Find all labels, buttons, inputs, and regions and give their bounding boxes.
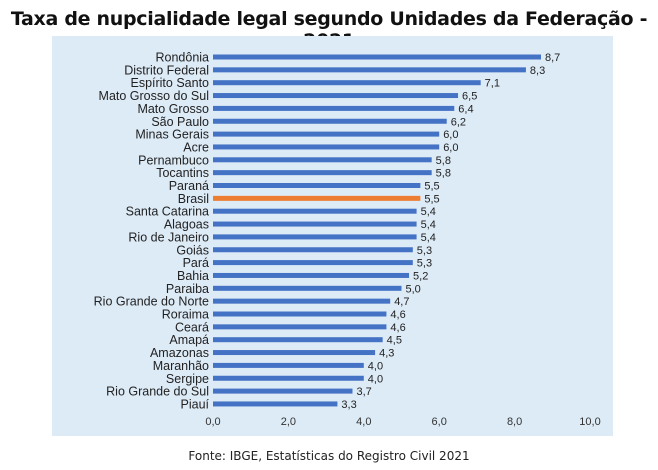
category-label: Distrito Federal bbox=[124, 63, 209, 77]
value-label: 6,4 bbox=[458, 103, 473, 115]
bar-goias bbox=[213, 247, 413, 253]
value-label: 8,7 bbox=[545, 52, 560, 64]
bar-roraima bbox=[213, 311, 387, 317]
bar-bahia bbox=[213, 272, 410, 278]
category-label: Espírito Santo bbox=[130, 76, 209, 90]
value-label: 5,0 bbox=[406, 283, 421, 295]
category-label: Tocantins bbox=[156, 166, 209, 180]
bar-parana bbox=[213, 183, 421, 188]
bar-pernambuco bbox=[213, 157, 432, 163]
category-label: Sergipe bbox=[166, 372, 209, 386]
value-label: 5,4 bbox=[421, 206, 436, 218]
category-label: Paraiba bbox=[166, 282, 209, 296]
bar-para bbox=[213, 260, 413, 266]
bar-acre bbox=[213, 144, 440, 150]
bar-sao-paulo bbox=[213, 118, 447, 124]
category-label: Amapá bbox=[169, 333, 209, 347]
bar-alagoas bbox=[213, 221, 417, 227]
x-axis-ticks: 0,0 2,0 4,0 6,0 8,0 10,0 bbox=[205, 416, 600, 428]
bar-rio-grande-do-norte bbox=[213, 298, 391, 304]
value-label: 4,0 bbox=[368, 373, 383, 385]
value-label: 4,7 bbox=[394, 296, 409, 308]
category-label: Pernambuco bbox=[138, 153, 209, 167]
bar-maranhao bbox=[213, 362, 364, 368]
bar-santa-catarina bbox=[213, 208, 417, 214]
bar-tocantins bbox=[213, 170, 432, 176]
bar-minas-gerais bbox=[213, 131, 440, 137]
bar-distrito-federal bbox=[213, 67, 526, 73]
source-note: Fonte: IBGE, Estatísticas do Registro Ci… bbox=[188, 449, 470, 463]
value-label: 5,8 bbox=[436, 168, 451, 180]
value-label: 5,2 bbox=[413, 270, 428, 282]
x-tick-label: 10,0 bbox=[579, 416, 600, 428]
value-labels: 8,78,37,16,56,46,26,06,05,85,85,55,55,45… bbox=[341, 52, 560, 411]
value-label: 5,3 bbox=[417, 245, 432, 257]
bar-piaui bbox=[213, 401, 338, 407]
value-label: 4,0 bbox=[368, 360, 383, 372]
value-label: 6,0 bbox=[443, 142, 458, 154]
category-label: Rio Grande do Sul bbox=[106, 385, 209, 399]
bar-ceara bbox=[213, 324, 387, 330]
bar-espirito-santo bbox=[213, 80, 481, 86]
bar-rio-grande-do-sul bbox=[213, 388, 353, 394]
value-label: 5,4 bbox=[421, 232, 436, 244]
x-tick-label: 2,0 bbox=[281, 416, 296, 428]
category-label: Pará bbox=[183, 256, 209, 270]
bar-sergipe bbox=[213, 375, 364, 381]
category-label: Mato Grosso do Sul bbox=[99, 89, 209, 103]
category-label: Alagoas bbox=[164, 218, 209, 232]
bar-mato-grosso bbox=[213, 105, 455, 111]
x-tick-label: 4,0 bbox=[356, 416, 371, 428]
category-label: Paraná bbox=[169, 179, 209, 193]
value-label: 4,5 bbox=[387, 335, 402, 347]
category-label: Maranhão bbox=[153, 359, 209, 373]
category-label: Minas Gerais bbox=[135, 128, 209, 142]
x-tick-label: 6,0 bbox=[432, 416, 447, 428]
value-label: 4,6 bbox=[390, 322, 405, 334]
category-label: Santa Catarina bbox=[126, 205, 209, 219]
category-label: Roraima bbox=[162, 308, 209, 322]
value-label: 8,3 bbox=[530, 65, 545, 77]
value-label: 5,8 bbox=[436, 155, 451, 167]
bar-rio-de-janeiro bbox=[213, 234, 417, 240]
value-label: 5,5 bbox=[424, 193, 439, 205]
value-label: 3,3 bbox=[341, 399, 356, 411]
category-label: Piauí bbox=[181, 397, 210, 411]
category-label: Bahia bbox=[177, 269, 209, 283]
value-label: 7,1 bbox=[485, 78, 500, 90]
value-label: 5,3 bbox=[417, 258, 432, 270]
category-label: São Paulo bbox=[151, 115, 209, 129]
value-label: 4,3 bbox=[379, 348, 394, 360]
value-label: 6,2 bbox=[451, 116, 466, 128]
bars-layer bbox=[213, 54, 541, 407]
value-label: 5,4 bbox=[421, 219, 436, 231]
bar-rondonia bbox=[213, 54, 541, 60]
x-tick-label: 8,0 bbox=[507, 416, 522, 428]
value-label: 6,0 bbox=[443, 129, 458, 141]
category-label: Brasil bbox=[178, 192, 209, 206]
bar-amapa bbox=[213, 337, 383, 343]
category-label: Rio Grande do Norte bbox=[94, 295, 209, 309]
category-label: Acre bbox=[183, 140, 209, 154]
chart-panel: Rondônia Distrito Federal Espírito Santo Ma… bbox=[52, 36, 613, 436]
category-label: Rio de Janeiro bbox=[128, 230, 209, 244]
bar-brasil bbox=[213, 195, 421, 201]
category-label: Amazonas bbox=[150, 346, 209, 360]
bar-mato-grosso-do-sul bbox=[213, 93, 459, 99]
category-label: Mato Grosso bbox=[137, 102, 209, 116]
value-label: 3,7 bbox=[356, 386, 371, 398]
category-label: Rondônia bbox=[155, 51, 209, 65]
value-label: 5,5 bbox=[424, 181, 439, 193]
x-tick-label: 0,0 bbox=[205, 416, 220, 428]
value-label: 6,5 bbox=[462, 91, 477, 103]
bar-amazonas bbox=[213, 350, 376, 356]
bar-paraiba bbox=[213, 285, 402, 291]
value-label: 4,6 bbox=[390, 309, 405, 321]
category-label: Goiás bbox=[176, 243, 209, 257]
category-label: Ceará bbox=[175, 320, 209, 334]
